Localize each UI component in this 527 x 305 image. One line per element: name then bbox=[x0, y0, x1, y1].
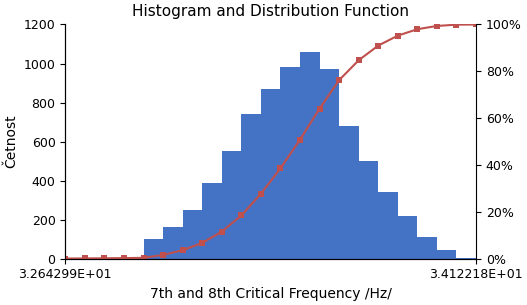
Bar bbox=[163, 227, 183, 259]
Bar bbox=[339, 126, 359, 259]
Bar bbox=[241, 114, 261, 259]
Bar bbox=[202, 184, 222, 259]
Bar bbox=[417, 237, 437, 259]
Bar bbox=[222, 151, 241, 259]
Bar bbox=[398, 216, 417, 259]
Bar bbox=[65, 258, 85, 259]
Bar bbox=[261, 89, 280, 259]
X-axis label: 7th and 8th Critical Frequency /Hz/: 7th and 8th Critical Frequency /Hz/ bbox=[150, 287, 392, 301]
Bar bbox=[85, 258, 104, 259]
Bar bbox=[456, 258, 476, 259]
Bar bbox=[378, 192, 398, 259]
Title: Histogram and Distribution Function: Histogram and Distribution Function bbox=[132, 4, 409, 19]
Bar bbox=[124, 257, 143, 259]
Bar bbox=[300, 52, 319, 259]
Bar bbox=[143, 239, 163, 259]
Bar bbox=[183, 210, 202, 259]
Bar bbox=[104, 258, 124, 259]
Y-axis label: Četnost: Četnost bbox=[4, 115, 18, 168]
Bar bbox=[280, 67, 300, 259]
Bar bbox=[319, 69, 339, 259]
Bar bbox=[437, 250, 456, 259]
Bar bbox=[359, 161, 378, 259]
